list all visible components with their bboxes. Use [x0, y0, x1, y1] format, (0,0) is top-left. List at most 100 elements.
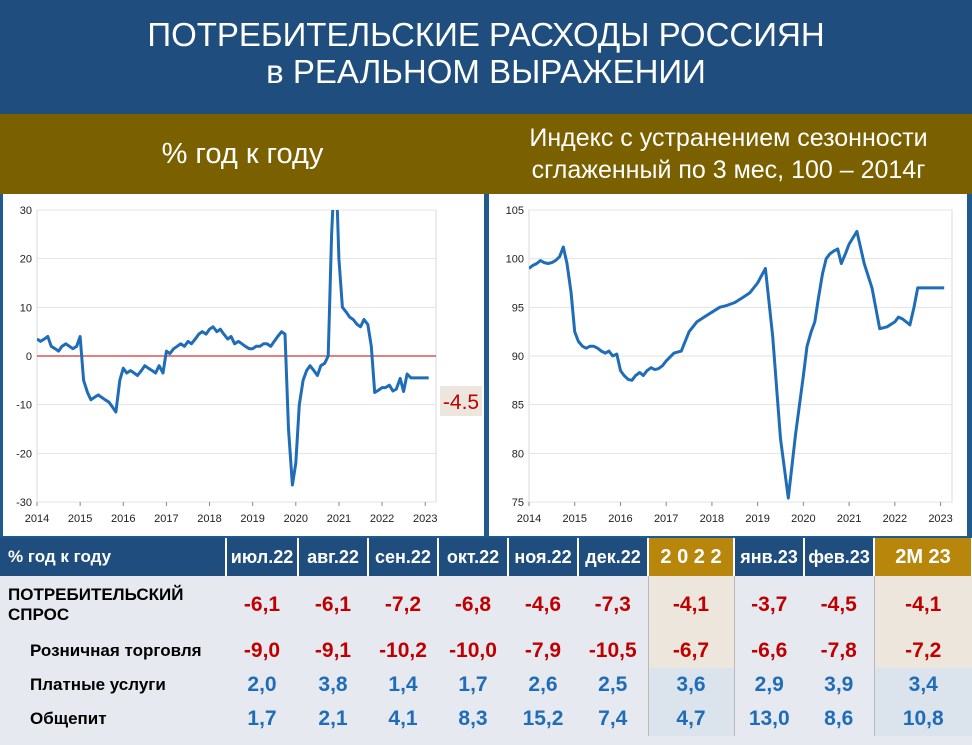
table-cell: -7,9	[524, 639, 562, 662]
series-line	[37, 210, 429, 487]
table-row: ПОТРЕБИТЕЛЬСКИЙ СПРОС -6,1 -6,1 -7,2 -6,8 -4,…	[0, 576, 972, 634]
row-label: Розничная торговля	[30, 641, 202, 660]
table-cell: -10,5	[578, 634, 649, 668]
table-cell: -4,6	[524, 593, 562, 616]
row-label: ПОТРЕБИТЕЛЬСКИЙ СПРОС	[8, 585, 184, 624]
page-title-line2: в РЕАЛЬНОМ ВЫРАЖЕНИИ	[266, 53, 706, 90]
table-cell: 8,3	[458, 707, 488, 730]
table-cell: 1,4	[388, 673, 418, 696]
y-tick-label: 105	[506, 205, 524, 217]
table-header-row: % год к году июл.22 авг.22 сен.22 окт.22 ноя.…	[0, 538, 972, 576]
x-tick-label: 2014	[25, 513, 49, 525]
table-cell: 10,8	[874, 702, 972, 736]
table-cell: -4,1	[874, 576, 972, 634]
table-cell: 4,7	[648, 702, 735, 736]
index-chart-panel: 105 100 95 90 85 80 75 2014 2015 2016 2017 2018 2019…	[489, 194, 967, 536]
y-tick-label: 100	[506, 254, 524, 266]
table-cell: -6,1	[314, 593, 352, 616]
table-cell: 13,0	[748, 707, 790, 730]
table-cell: 3,8	[318, 673, 348, 696]
table-cell: 4,1	[388, 707, 418, 730]
y-tick-label: 80	[512, 448, 524, 460]
table-cell: -10,2	[379, 639, 427, 662]
x-tick-label: 2014	[517, 513, 541, 525]
table-cell: 1,7	[247, 707, 277, 730]
left-chart-subtitle: % год к году	[161, 138, 324, 170]
column-header: дек.22	[578, 538, 649, 576]
table-cell: 3,4	[874, 668, 972, 702]
x-tick-label: 2018	[197, 513, 221, 525]
subtitle-bar: % год к году Индекс с устранением сезонн…	[0, 114, 972, 194]
table-cell: -9,1	[314, 639, 352, 662]
y-tick-label: 0	[26, 351, 32, 363]
x-tick-label: 2023	[928, 513, 952, 525]
consumer-spending-table: % год к году июл.22 авг.22 сен.22 окт.22 ноя.…	[0, 538, 972, 745]
column-header: фев.23	[804, 538, 875, 576]
table-body: ПОТРЕБИТЕЛЬСКИЙ СПРОС -6,1 -6,1 -7,2 -6,8 -4,…	[0, 576, 972, 736]
table-cell: -7,2	[384, 593, 422, 616]
title-bar: ПОТРЕБИТЕЛЬСКИЕ РАСХОДЫ РОССИЯН в РЕАЛЬН…	[0, 0, 972, 114]
x-tick-label: 2021	[837, 513, 861, 525]
column-header: сен.22	[368, 538, 439, 576]
table-cell: 2,1	[318, 707, 348, 730]
table-cell: -6,7	[648, 634, 735, 668]
table-row: Общепит 1,7 2,1 4,1 8,3 15,2 7,4 4,7 13,0 8,6 10,8	[0, 702, 972, 736]
data-table: % год к году июл.22 авг.22 сен.22 окт.22 ноя.…	[0, 538, 972, 736]
x-tick-label: 2015	[68, 513, 92, 525]
row-label: Платные услуги	[30, 675, 166, 694]
x-tick-label: 2021	[327, 513, 351, 525]
yoy-chart: 30 20 10 0 -10 -20 -30 2014 2015 2016 2017 2018 2019…	[16, 205, 482, 525]
table-cell: -7,3	[578, 576, 649, 634]
column-header: 2М 23	[874, 538, 972, 576]
table-cell: 2,9	[754, 673, 784, 696]
column-header: ноя.22	[508, 538, 579, 576]
page-title-line1: ПОТРЕБИТЕЛЬСКИЕ РАСХОДЫ РОССИЯН	[147, 16, 825, 53]
x-tick-label: 2022	[370, 513, 394, 525]
y-tick-label: 95	[512, 302, 524, 314]
table-row: Розничная торговля -9,0 -9,1 -10,2 -10,0 -7,9…	[0, 634, 972, 668]
table-cell: -6,8	[454, 593, 492, 616]
y-tick-label: -30	[16, 497, 32, 509]
column-header: июл.22	[226, 538, 299, 576]
column-header: авг.22	[298, 538, 369, 576]
table-cell: -10,0	[449, 639, 497, 662]
x-tick-label: 2017	[654, 513, 678, 525]
table-cell: 8,6	[804, 702, 875, 736]
y-tick-label: 20	[20, 254, 32, 266]
x-tick-label: 2019	[240, 513, 264, 525]
yoy-chart-panel: 30 20 10 0 -10 -20 -30 2014 2015 2016 2017 2018 2019…	[3, 194, 484, 536]
y-tick-label: 75	[512, 497, 524, 509]
table-cell: -4,1	[648, 576, 735, 634]
y-tick-label: 85	[512, 400, 524, 412]
table-cell: 2,5	[578, 668, 649, 702]
x-tick-label: 2016	[608, 513, 632, 525]
y-tick-label: 30	[20, 205, 32, 217]
column-header: окт.22	[438, 538, 509, 576]
column-header: янв.23	[734, 538, 805, 576]
y-tick-label: 10	[20, 302, 32, 314]
table-row: Платные услуги 2,0 3,8 1,4 1,7 2,6 2,5 3,6 2,9 3,…	[0, 668, 972, 702]
table-cell: 3,6	[648, 668, 735, 702]
x-tick-label: 2018	[700, 513, 724, 525]
y-tick-label: 90	[512, 351, 524, 363]
table-cell: 2,6	[528, 673, 558, 696]
annotation-box	[440, 386, 482, 416]
x-tick-label: 2022	[883, 513, 907, 525]
right-chart-subtitle: Индекс с устранением сезонности сглаженн…	[485, 122, 972, 186]
x-tick-label: 2019	[745, 513, 769, 525]
table-cell: 15,2	[522, 707, 564, 730]
table-cell: -6,1	[243, 593, 281, 616]
table-cell: -7,8	[804, 634, 875, 668]
x-tick-label: 2023	[413, 513, 437, 525]
annotation-label: -4.5	[443, 391, 479, 414]
column-header: 2 0 2 2	[648, 538, 735, 576]
series-line	[529, 229, 945, 500]
table-cell: 3,9	[804, 668, 875, 702]
row-label: Общепит	[30, 709, 107, 728]
table-cell: 2,0	[247, 673, 277, 696]
table-cell: 7,4	[578, 702, 649, 736]
right-subtitle-line1: Индекс с устранением сезонности	[529, 124, 928, 152]
x-tick-label: 2020	[791, 513, 815, 525]
right-subtitle-line2: сглаженный по 3 мес, 100 – 2014г	[531, 156, 926, 184]
x-tick-label: 2015	[562, 513, 586, 525]
